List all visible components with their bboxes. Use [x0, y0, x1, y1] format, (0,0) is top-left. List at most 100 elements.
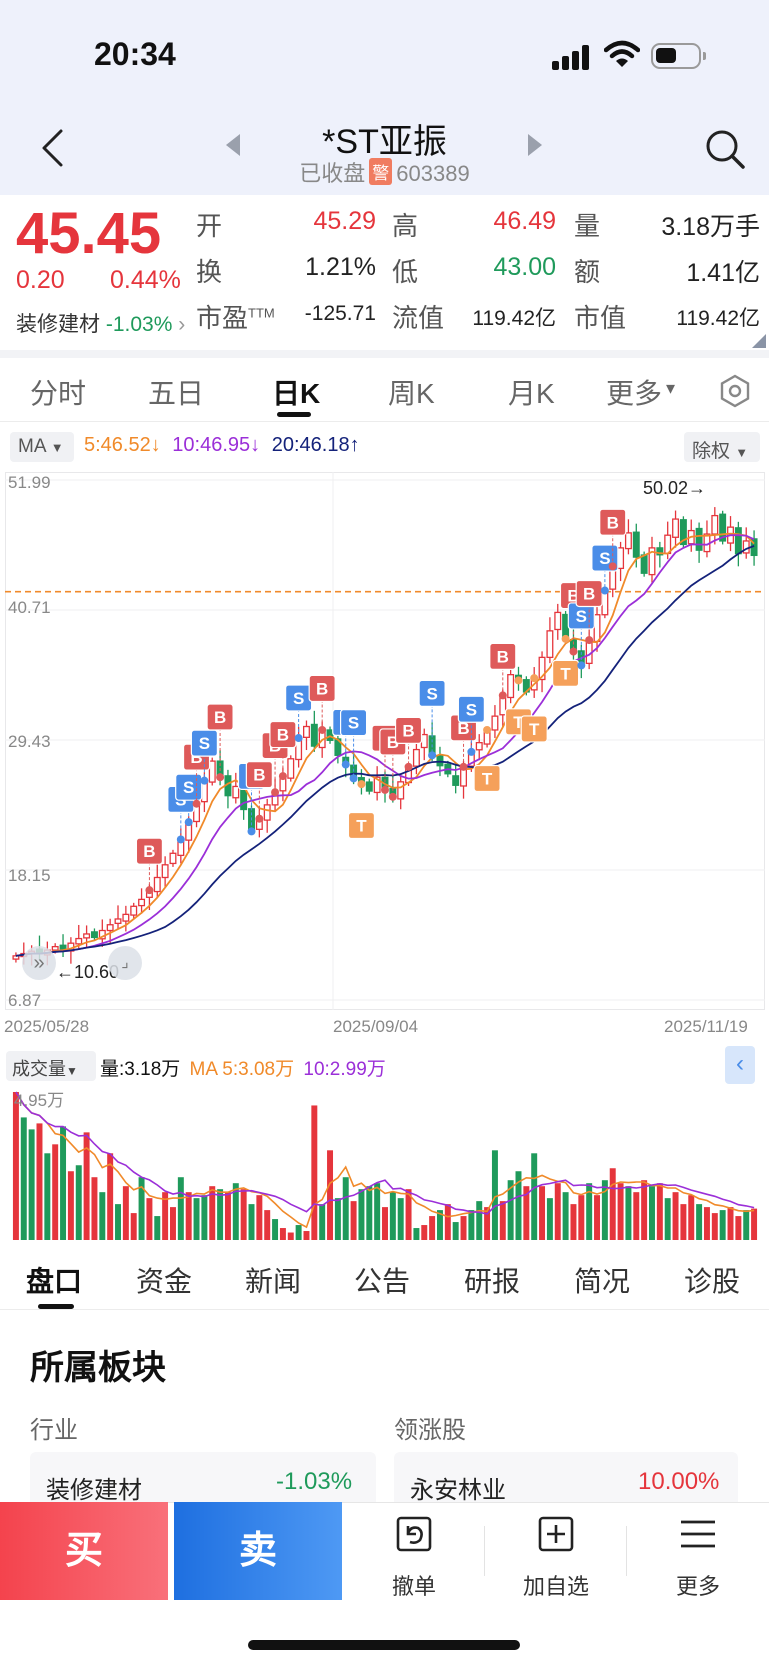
info-tab[interactable]: 资金	[136, 1266, 193, 1297]
candle-body	[640, 554, 648, 574]
candle-body	[593, 614, 601, 643]
arrow-up-icon: ↑	[349, 434, 360, 456]
volume-bar	[649, 1186, 655, 1240]
candle-body	[632, 531, 640, 558]
x-tick-label: 2025/11/19	[664, 1017, 748, 1036]
settings-hexagon-icon[interactable]	[718, 374, 752, 408]
y-tick-label: 51.99	[8, 473, 51, 492]
period-tab[interactable]: 月K	[508, 378, 555, 409]
volume-bar	[578, 1195, 585, 1240]
volume-bar	[67, 1171, 74, 1240]
volume-indicator-select[interactable]: 成交量▼	[6, 1051, 96, 1081]
candle-body	[624, 532, 632, 550]
trade-marker-dot	[216, 773, 225, 782]
leader-change: 10.00%	[638, 1468, 720, 1495]
trade-marker-S	[418, 679, 446, 707]
industry-card[interactable]	[30, 1452, 376, 1508]
x-tick-label: 2025/05/28	[4, 1017, 90, 1036]
candle-body	[617, 547, 625, 570]
quote-label: 低	[392, 257, 419, 287]
trade-marker-dot	[357, 780, 366, 789]
volume-bar	[193, 1198, 200, 1240]
trade-marker-S	[190, 729, 218, 757]
volume-bar	[44, 1153, 51, 1240]
trade-marker-label: B	[253, 766, 265, 785]
more-menu-button[interactable]: 更多	[638, 1514, 758, 1601]
ma10-value: 10:46.95	[172, 434, 251, 456]
candle-body	[452, 775, 460, 786]
candle-body	[734, 527, 742, 555]
volume-bar	[334, 1198, 341, 1240]
candle-body	[719, 513, 727, 542]
trade-marker-label: B	[583, 584, 595, 603]
trade-marker-dot	[530, 674, 539, 683]
period-tab[interactable]: 日K	[272, 378, 321, 409]
sell-button[interactable]: 卖	[174, 1502, 342, 1600]
candle-body	[106, 924, 114, 932]
quote-label: 市盈TTM	[196, 303, 275, 333]
trade-marker-label: S	[199, 734, 210, 753]
volume-bar	[429, 1216, 436, 1240]
fullscreen-icon[interactable]: ⌟	[108, 946, 142, 980]
candle-body	[169, 852, 177, 865]
volume-bar	[83, 1132, 90, 1240]
volume-bar	[20, 1117, 27, 1240]
kline-chart-frame[interactable]	[5, 472, 765, 1010]
volume-bar	[350, 1201, 357, 1240]
volume-bar	[711, 1213, 718, 1240]
industry-change: -1.03%	[276, 1468, 353, 1495]
period-tabs	[0, 350, 769, 422]
period-tab[interactable]: 五日	[148, 378, 205, 409]
volume-bar	[727, 1207, 734, 1240]
prev-stock-icon[interactable]	[226, 134, 240, 156]
info-tab[interactable]: 盘口	[26, 1266, 83, 1297]
volume-bar	[366, 1186, 373, 1240]
volume-bar	[91, 1177, 98, 1240]
adjust-select[interactable]: 除权 ▼	[684, 432, 760, 462]
volume-bar	[507, 1180, 514, 1240]
volume-bar	[217, 1189, 224, 1240]
info-tab[interactable]: 简况	[574, 1266, 631, 1297]
sector-link[interactable]: 装修建材 -1.03% ›	[16, 308, 185, 338]
volume-bar	[680, 1204, 687, 1240]
quote-value: 119.42亿	[472, 307, 556, 330]
trade-marker-B	[135, 837, 164, 865]
buy-button[interactable]: 买	[0, 1502, 168, 1600]
status-time: 20:34	[94, 36, 176, 72]
info-tab[interactable]: 公告	[354, 1266, 411, 1297]
candle-body	[153, 876, 161, 893]
trade-marker-dot	[294, 734, 303, 743]
battery-icon	[651, 43, 706, 69]
add-watchlist-button[interactable]: 加自选	[496, 1514, 616, 1601]
trade-marker-dot	[459, 762, 468, 771]
next-stock-icon[interactable]	[528, 134, 542, 156]
period-tab[interactable]: 更多	[606, 378, 663, 409]
volume-bar	[688, 1195, 695, 1240]
volume-bar	[319, 1204, 326, 1240]
industry-name: 装修建材	[46, 1477, 142, 1504]
volume-bar	[460, 1216, 467, 1240]
trade-marker-dot	[404, 762, 413, 771]
trade-marker-dot	[255, 814, 264, 823]
cancel-order-button[interactable]: 撤单	[354, 1514, 474, 1601]
volume-bar	[60, 1126, 67, 1240]
corner-expand-icon[interactable]	[752, 334, 766, 348]
leader-card[interactable]	[394, 1452, 738, 1508]
candle-body	[138, 898, 146, 907]
info-tab[interactable]: 研报	[464, 1266, 521, 1297]
scroll-start-icon[interactable]: »	[22, 946, 56, 980]
candle-body	[208, 760, 216, 783]
y-tick-label: 29.43	[8, 732, 51, 751]
back-icon[interactable]	[40, 128, 64, 168]
search-icon[interactable]	[704, 128, 746, 170]
info-tab[interactable]: 诊股	[684, 1266, 741, 1297]
period-tab[interactable]: 分时	[30, 378, 87, 409]
trade-marker-label: T	[356, 817, 367, 836]
info-tab[interactable]: 新闻	[245, 1266, 302, 1297]
trade-marker-B	[206, 703, 234, 731]
ma-indicator-select[interactable]: MA ▼	[10, 432, 74, 462]
trade-marker-dot	[145, 886, 154, 895]
volume-bar	[311, 1105, 318, 1240]
period-tab[interactable]: 周K	[388, 378, 435, 409]
collapse-panel-button[interactable]: ‹	[725, 1046, 755, 1084]
